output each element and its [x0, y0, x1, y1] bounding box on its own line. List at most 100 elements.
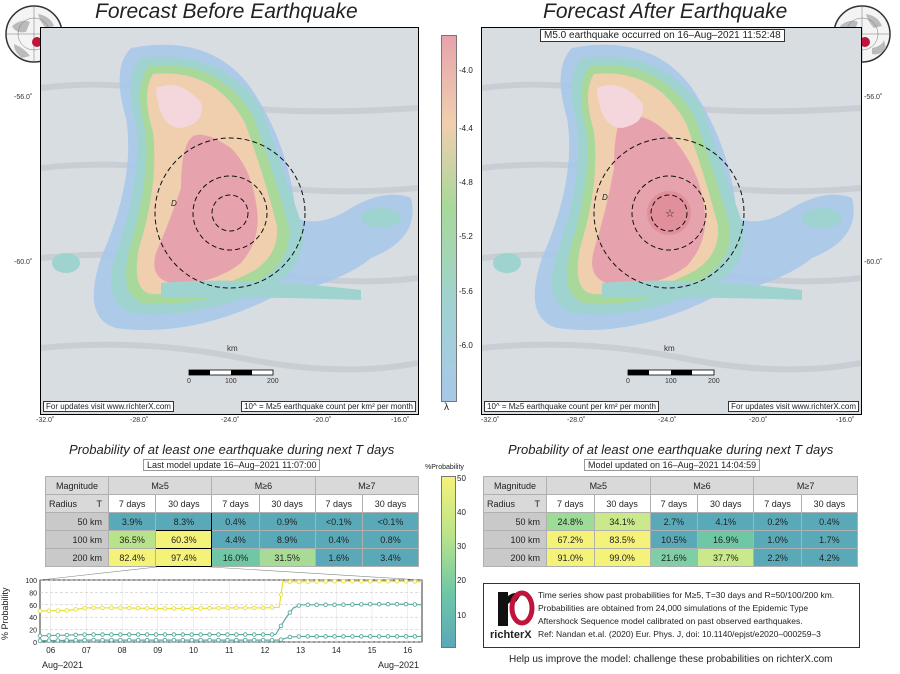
chart-point [82, 637, 87, 643]
chart-point [350, 634, 355, 639]
left-lat-label: -60.0˚ [14, 259, 33, 266]
chart-point [332, 602, 337, 608]
chart-point [243, 632, 248, 637]
chart-point [100, 632, 105, 637]
lambda-colorbar [441, 35, 457, 402]
logo-text: richterX [490, 629, 532, 641]
info-line: Probabilities are obtained from 24,000 s… [538, 603, 809, 613]
prob-cell: 4.1% [697, 512, 755, 531]
chart-xtick-label: 07 [82, 646, 91, 655]
chart-point [162, 632, 168, 637]
right-lon-label: -32.0˚ [481, 417, 500, 424]
chart-point [37, 608, 43, 614]
svg-text:D: D [171, 199, 177, 208]
radius-t-header: Radius T [483, 494, 547, 513]
chart-point [189, 606, 194, 611]
left-lon-label: -20.0˚ [313, 417, 332, 424]
days-header: 30 days [800, 494, 859, 513]
footer-link[interactable]: Help us improve the model: challenge the… [509, 654, 833, 665]
chart-point [135, 637, 141, 643]
right-lon-label: -28.0˚ [567, 417, 586, 424]
prob-cell: 0.9% [258, 512, 316, 531]
prob-cell: <0.1% [314, 512, 363, 531]
days-header: 7 days [753, 494, 802, 513]
chart-point [64, 638, 70, 643]
left-lat-label: -56.0˚ [14, 94, 33, 101]
table-row: 200 km 82.4% 97.4% 16.0% 31.5% 1.6% 3.4% [45, 548, 420, 567]
chart-point [153, 637, 159, 643]
days-header: 7 days [546, 494, 595, 513]
days-header: 7 days [211, 494, 260, 513]
chart-point [225, 632, 230, 637]
left-updates-note[interactable]: For updates visit www.richterX.com [43, 401, 174, 412]
prob-cell: 60.3% [155, 530, 213, 549]
left-forecast-map[interactable]: D km 0 100 200 For updates visit www.ric… [40, 27, 419, 415]
chart-point [234, 632, 239, 637]
chart-point [207, 637, 212, 643]
chart-point [359, 578, 364, 584]
table-row: 100 km 36.5% 60.3% 4.4% 8.9% 0.4% 0.8% [45, 530, 420, 549]
prob-cell: 37.7% [697, 548, 755, 567]
prob-cell: 0.8% [361, 530, 420, 549]
right-title: Forecast After Earthquake [543, 0, 788, 23]
chart-point [180, 637, 186, 643]
chart-point [323, 634, 328, 639]
prob-cell: 16.9% [697, 530, 755, 549]
radius-cell: 200 km [45, 548, 109, 567]
chart-point [260, 605, 266, 611]
left-prob-title: Probability of at least one earthquake d… [69, 442, 395, 457]
radius-cell: 200 km [483, 548, 547, 567]
chart-point [46, 608, 52, 614]
chart-point [198, 606, 203, 611]
mag-header: M≥5 [546, 476, 651, 495]
chart-point [37, 633, 43, 639]
prob-cell: <0.1% [361, 512, 420, 531]
prob-colorbar-tick: 10 [457, 611, 466, 620]
chart-point [412, 634, 418, 639]
chart-point [314, 579, 319, 584]
chart-point [394, 634, 400, 639]
chart-point [359, 634, 364, 639]
prob-cell: 91.0% [546, 548, 595, 567]
prob-cell: 1.0% [753, 530, 802, 549]
chart-point [225, 637, 230, 643]
chart-point [73, 632, 78, 638]
chart-point [207, 632, 212, 637]
colorbar-tick: -4.8 [459, 178, 473, 187]
chart-point [180, 632, 186, 637]
colorbar-tick: -6.0 [459, 341, 473, 350]
chart-xtick-label: 15 [368, 646, 377, 655]
magnitude-header: Magnitude [483, 476, 547, 495]
prob-cell: 82.4% [107, 548, 157, 567]
days-header: 7 days [107, 494, 157, 513]
chart-point [234, 637, 239, 643]
left-count-note: 10^ = M≥5 earthquake count per km² per m… [241, 401, 416, 412]
right-forecast-map[interactable]: ☆ D M5.0 earthquake occurred on 16–Aug–2… [481, 27, 862, 415]
days-header: 7 days [649, 494, 699, 513]
prob-cell: 10.5% [649, 530, 699, 549]
chart-point [162, 606, 168, 611]
left-prob-subtitle: Last model update 16–Aug–2021 11:07:00 [143, 459, 321, 471]
chart-point [109, 637, 114, 643]
chart-point [100, 605, 105, 611]
chart-point [314, 634, 319, 639]
chart-point [350, 602, 355, 607]
chart-xtick-label: 11 [225, 646, 234, 655]
colorbar-tick: -5.2 [459, 232, 473, 241]
right-lat-label: -60.0˚ [864, 259, 883, 266]
magnitude-header: Magnitude [45, 476, 109, 495]
chart-point [243, 637, 248, 643]
right-probability-table: Magnitude M≥5 M≥6 M≥7 Radius T 7 days 30… [483, 476, 859, 567]
chart-xtick-label: 09 [153, 646, 162, 655]
chart-point [278, 623, 284, 629]
radius-label: Radius [487, 498, 516, 509]
days-header: 30 days [258, 494, 316, 513]
chart-point [73, 607, 78, 612]
event-note: M5.0 earthquake occurred on 16–Aug–2021 … [540, 29, 785, 42]
chart-point [269, 637, 275, 643]
chart-xtick-label: 10 [189, 646, 198, 655]
chart-point [118, 605, 123, 611]
right-lon-label: -24.0˚ [658, 417, 677, 424]
right-updates-note[interactable]: For updates visit www.richterX.com [728, 401, 859, 412]
prob-colorbar-tick: 30 [457, 542, 466, 551]
